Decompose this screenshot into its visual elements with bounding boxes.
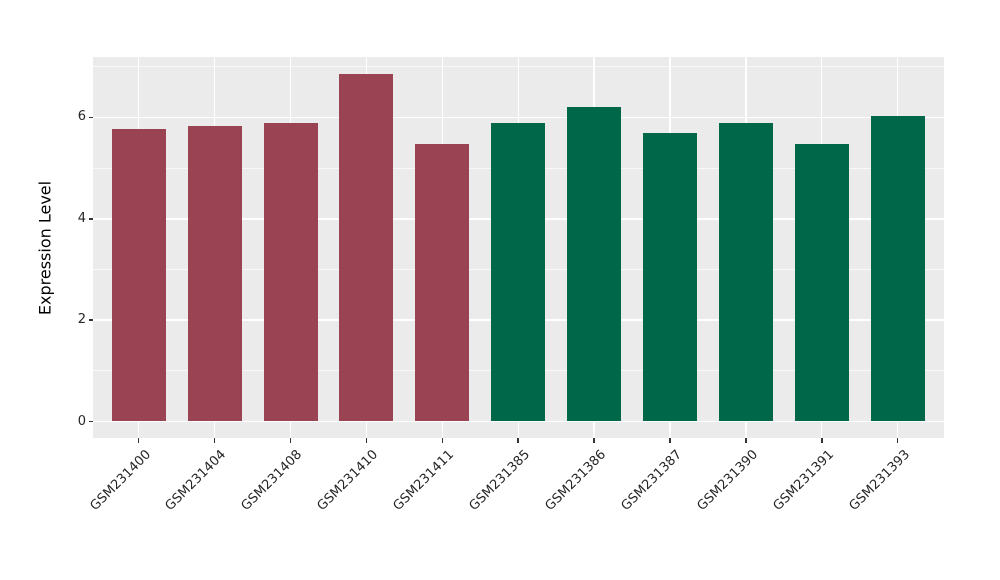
x-tick-mark-GSM231410 xyxy=(365,438,368,443)
bar-GSM231387 xyxy=(643,132,697,422)
bar-GSM231386 xyxy=(567,107,622,422)
y-tick-label-6: 6 xyxy=(77,109,86,125)
plot-panel xyxy=(93,57,944,438)
bar-GSM231411 xyxy=(415,144,470,422)
bar-GSM231408 xyxy=(263,122,318,422)
y-tick-label-0: 0 xyxy=(77,413,86,429)
bar-GSM231410 xyxy=(339,74,394,422)
y-tick-mark-0 xyxy=(89,420,93,423)
x-tick-label-GSM231390: GSM231390 xyxy=(694,447,761,514)
x-tick-label-GSM231391: GSM231391 xyxy=(770,447,837,514)
x-tick-mark-GSM231385 xyxy=(517,438,519,443)
y-tick-mark-4 xyxy=(89,218,93,220)
bar-GSM231404 xyxy=(187,126,242,422)
x-tick-mark-GSM231404 xyxy=(213,438,216,443)
x-tick-mark-GSM231408 xyxy=(289,438,292,443)
x-tick-mark-GSM231390 xyxy=(745,438,747,443)
y-tick-label-4: 4 xyxy=(77,211,86,227)
x-tick-label-GSM231385: GSM231385 xyxy=(466,447,534,514)
y-axis-title: Expression Level xyxy=(35,180,55,315)
x-tick-label-GSM231408: GSM231408 xyxy=(238,447,306,514)
x-tick-label-GSM231404: GSM231404 xyxy=(162,447,230,514)
y-tick-mark-2 xyxy=(89,319,93,321)
x-tick-mark-GSM231400 xyxy=(137,438,140,443)
x-tick-label-GSM231400: GSM231400 xyxy=(87,447,154,514)
bar-GSM231390 xyxy=(718,122,773,422)
x-tick-label-GSM231387: GSM231387 xyxy=(618,447,685,514)
bar-GSM231400 xyxy=(111,128,166,422)
x-tick-mark-GSM231393 xyxy=(896,438,899,443)
x-tick-label-GSM231411: GSM231411 xyxy=(390,447,458,514)
x-tick-mark-GSM231411 xyxy=(441,438,444,443)
x-tick-label-GSM231393: GSM231393 xyxy=(846,447,913,514)
bar-GSM231385 xyxy=(491,122,546,422)
y-tick-label-2: 2 xyxy=(77,312,86,328)
bar-GSM231391 xyxy=(794,143,849,422)
x-tick-mark-GSM231387 xyxy=(669,438,671,443)
x-tick-mark-GSM231386 xyxy=(593,438,595,443)
x-tick-mark-GSM231391 xyxy=(821,438,823,443)
x-tick-label-GSM231410: GSM231410 xyxy=(314,447,382,514)
x-tick-label-GSM231386: GSM231386 xyxy=(542,447,610,514)
y-tick-mark-6 xyxy=(89,116,93,119)
bar-GSM231393 xyxy=(870,116,925,422)
